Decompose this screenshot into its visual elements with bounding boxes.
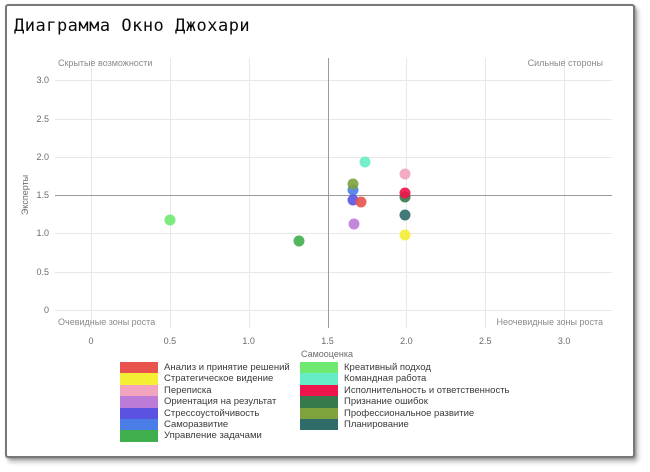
legend-swatch	[120, 407, 158, 419]
quadrant-label-bottom-right: Неочевидные зоны роста	[496, 317, 603, 327]
legend-swatch	[120, 418, 158, 431]
gridline-x-0	[91, 58, 92, 328]
x-tick-label: 2.5	[478, 336, 492, 346]
data-point[interactable]	[347, 178, 359, 190]
data-point[interactable]	[399, 209, 411, 221]
x-axis-title: Самооценка	[301, 349, 353, 359]
legend-swatch	[300, 407, 338, 419]
legend-swatch	[300, 418, 338, 431]
legend-swatch	[300, 362, 338, 374]
data-point[interactable]	[359, 156, 371, 168]
x-tick-label: 2.0	[400, 336, 413, 346]
legend-column-left: Анализ и принятие решений Стратегическое …	[120, 362, 290, 442]
legend-item[interactable]: Признание ошибок	[300, 396, 510, 408]
y-tick-label: 0.5	[36, 266, 49, 277]
legend-item[interactable]: Планирование	[300, 418, 510, 431]
legend-swatch	[120, 362, 158, 374]
legend-item[interactable]: Профессиональное развитие	[300, 407, 510, 419]
quadrant-label-top-right: Сильные стороны	[527, 58, 603, 68]
data-point[interactable]	[164, 214, 176, 226]
legend-label: Признание ошибок	[344, 396, 428, 408]
gridline-x-0.5	[169, 58, 171, 328]
data-point[interactable]	[293, 235, 305, 247]
data-point[interactable]	[347, 194, 359, 206]
y-tick-label: 2.5	[36, 113, 49, 124]
data-point[interactable]	[399, 168, 411, 180]
legend-item[interactable]: Стратегическое видение	[120, 373, 290, 385]
legend-item[interactable]: Исполнительность и ответственность	[300, 384, 510, 397]
legend-label: Переписка	[164, 384, 212, 396]
gridline-y-0	[55, 310, 612, 311]
legend-label: Анализ и принятие решений	[164, 362, 290, 373]
legend-label: Командная работа	[344, 373, 427, 385]
quadrant-divider-horizontal	[55, 195, 612, 197]
legend-label: Планирование	[344, 418, 409, 430]
legend-item[interactable]: Креативный подход	[300, 362, 510, 374]
gridline-x-1.0	[248, 58, 250, 328]
legend-item[interactable]: Командная работа	[300, 373, 510, 385]
y-tick-label: 1.5	[36, 190, 49, 201]
legend-swatch	[300, 373, 338, 385]
data-point[interactable]	[399, 187, 411, 199]
legend-label: Креативный подход	[344, 362, 431, 373]
legend-swatch	[120, 373, 158, 385]
legend-swatch	[300, 384, 338, 397]
gridline-y-1.0	[55, 233, 612, 235]
gridline-x-3.0	[564, 58, 566, 328]
legend-column-right: Креативный подход Командная работа Исполни…	[300, 362, 510, 431]
y-tick-label: 2.0	[36, 151, 49, 162]
legend-item[interactable]: Переписка	[120, 384, 290, 397]
y-tick-label: 0	[43, 305, 49, 315]
plot-area: Скрытые возможности Сильные стороны Очев…	[55, 58, 612, 328]
quadrant-divider-vertical	[327, 58, 329, 328]
legend-label: Ориентация на результат	[164, 396, 277, 408]
legend-swatch	[120, 396, 158, 408]
data-point[interactable]	[399, 229, 411, 241]
quadrant-label-bottom-left: Очевидные зоны роста	[58, 317, 156, 327]
legend-swatch	[120, 430, 158, 442]
legend-label: Профессиональное развитие	[344, 407, 475, 419]
legend-item[interactable]: Управление задачами	[120, 430, 290, 442]
x-tick-label: 0.5	[163, 336, 177, 346]
legend-swatch	[120, 384, 158, 397]
legend-item[interactable]: Саморазвитие	[120, 418, 290, 431]
legend-swatch	[300, 396, 338, 408]
x-tick-label: 3.0	[557, 336, 571, 346]
legend-item[interactable]: Анализ и принятие решений	[120, 362, 290, 374]
gridline-y-0.5	[55, 271, 612, 273]
legend-label: Управление задачами	[164, 430, 262, 442]
gridline-y-3.0	[55, 80, 612, 82]
data-point[interactable]	[355, 196, 367, 208]
gridline-y-2.5	[55, 118, 612, 120]
y-tick-label: 1.0	[36, 228, 49, 239]
legend-label: Саморазвитие	[164, 418, 229, 430]
legend-label: Стрессоустойчивость	[164, 407, 260, 419]
legend-item[interactable]: Ориентация на результат	[120, 396, 290, 408]
quadrant-label-top-left: Скрытые возможности	[58, 58, 153, 68]
x-tick-label: 0	[88, 336, 94, 346]
legend-label: Исполнительность и ответственность	[344, 384, 510, 396]
legend-label: Стратегическое видение	[164, 373, 274, 385]
x-tick-label: 1.5	[321, 336, 334, 346]
x-tick-label: 1.0	[242, 336, 255, 346]
gridline-x-2.5	[485, 58, 487, 328]
gridline-y-2.0	[55, 156, 612, 158]
chart-title: Диаграмма Окно Джохари	[14, 16, 251, 36]
y-tick-label: 3.0	[36, 75, 49, 86]
window-frame: Диаграмма Окно Джохари Скрытые возможнос…	[5, 4, 635, 458]
data-point[interactable]	[348, 218, 360, 230]
legend-item[interactable]: Стрессоустойчивость	[120, 407, 290, 419]
